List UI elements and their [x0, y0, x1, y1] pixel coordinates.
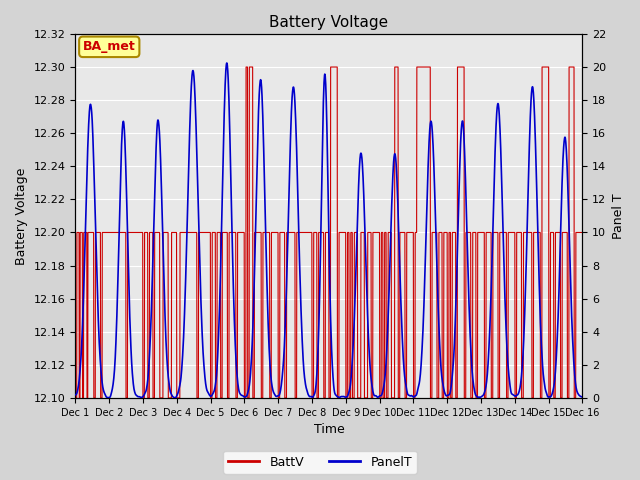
PanelT	[355, 183, 362, 189]
Line: BattV: BattV	[76, 67, 582, 398]
PanelT	[72, 392, 79, 397]
BattV	[72, 395, 79, 401]
PanelT	[213, 367, 221, 372]
PanelT	[476, 395, 484, 400]
Y-axis label: Panel T: Panel T	[612, 193, 625, 239]
BattV	[242, 64, 250, 70]
PanelT	[223, 60, 230, 66]
BattV	[213, 395, 221, 401]
Legend: BattV, PanelT: BattV, PanelT	[223, 451, 417, 474]
Text: BA_met: BA_met	[83, 40, 136, 53]
X-axis label: Time: Time	[314, 423, 344, 436]
PanelT	[344, 393, 351, 399]
PanelT	[579, 395, 586, 400]
BattV	[344, 395, 351, 401]
BattV	[579, 229, 586, 235]
BattV	[548, 229, 556, 235]
BattV	[476, 229, 484, 235]
Title: Battery Voltage: Battery Voltage	[269, 15, 388, 30]
Y-axis label: Battery Voltage: Battery Voltage	[15, 167, 28, 264]
PanelT	[534, 239, 542, 245]
BattV	[355, 395, 362, 401]
PanelT	[172, 395, 179, 401]
Line: PanelT: PanelT	[76, 63, 582, 398]
BattV	[534, 229, 541, 235]
PanelT	[548, 391, 556, 396]
